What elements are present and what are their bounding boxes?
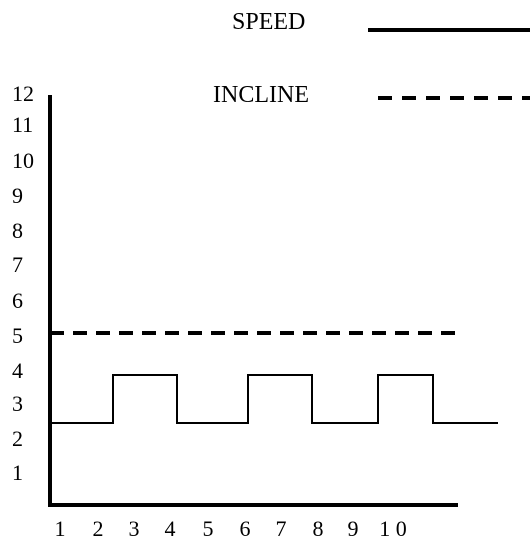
y-tick-label: 6 — [12, 288, 23, 313]
y-tick-label: 9 — [12, 183, 23, 208]
speed-series-line — [50, 374, 498, 424]
x-tick-label: 3 — [129, 516, 140, 541]
x-tick-label: 1 0 — [379, 516, 407, 541]
y-tick-label: 7 — [12, 252, 23, 277]
x-tick-label: 4 — [165, 516, 176, 541]
y-tick-label: 2 — [12, 426, 23, 451]
x-tick-label: 9 — [348, 516, 359, 541]
x-tick-label: 7 — [276, 516, 287, 541]
legend-label-incline: INCLINE — [213, 82, 309, 108]
y-tick-label: 5 — [12, 323, 23, 348]
y-tick-label: 8 — [12, 218, 23, 243]
legend: SPEED INCLINE — [213, 9, 530, 108]
x-tick-label: 6 — [240, 516, 251, 541]
x-tick-label: 1 — [55, 516, 66, 541]
y-tick-label: 12 — [12, 81, 34, 106]
y-tick-label: 10 — [12, 148, 34, 173]
x-tick-label: 2 — [93, 516, 104, 541]
series-layer — [50, 331, 498, 424]
y-tick-label: 1 — [12, 460, 23, 485]
x-tick-label: 5 — [203, 516, 214, 541]
x-tick-label: 8 — [313, 516, 324, 541]
y-tick-label: 4 — [12, 358, 23, 383]
legend-label-speed: SPEED — [232, 9, 305, 35]
y-tick-label: 11 — [12, 112, 33, 137]
y-tick-label: 3 — [12, 391, 23, 416]
